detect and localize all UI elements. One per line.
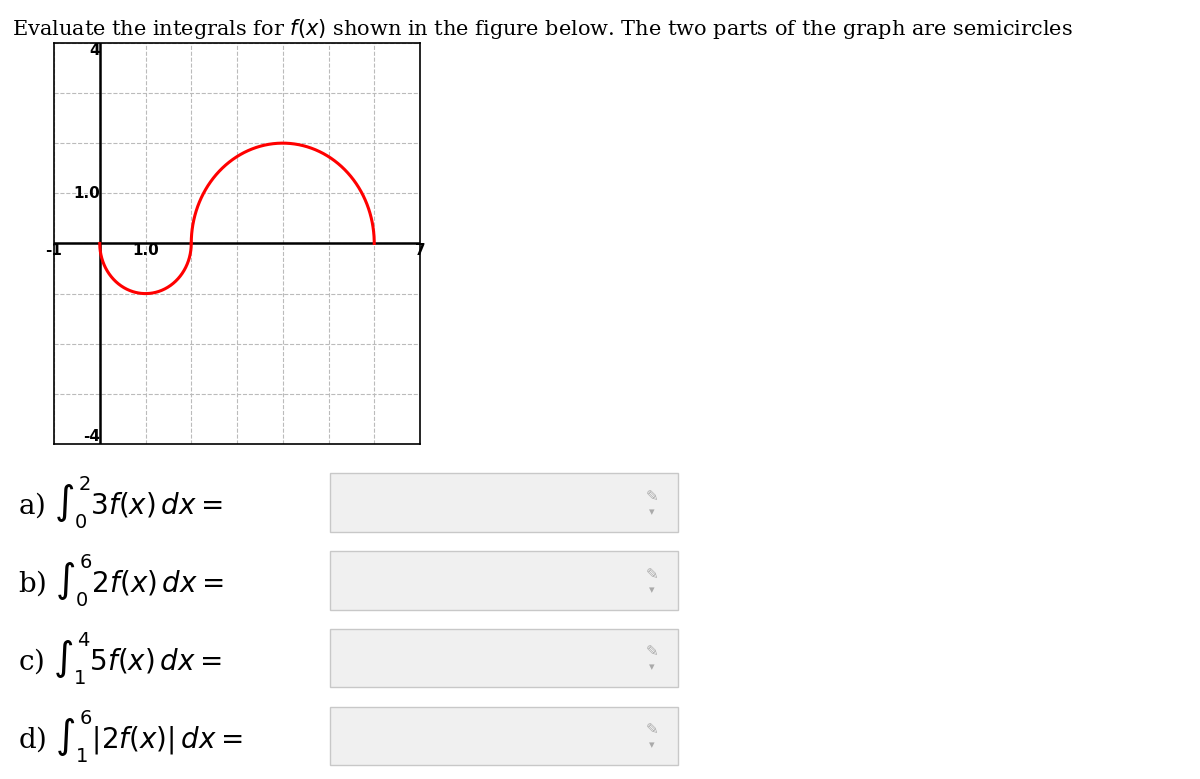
Text: b) $\int_0^6 2f(x)\, dx =$: b) $\int_0^6 2f(x)\, dx =$ — [18, 552, 223, 608]
Text: d) $\int_1^6 | 2f(x) |\, dx =$: d) $\int_1^6 | 2f(x) |\, dx =$ — [18, 708, 242, 764]
Text: ✎: ✎ — [646, 488, 658, 504]
Text: -1: -1 — [46, 243, 62, 259]
Text: ✎: ✎ — [646, 644, 658, 660]
Text: ▾: ▾ — [649, 663, 654, 672]
Text: 4: 4 — [89, 43, 100, 58]
Text: -4: -4 — [83, 429, 100, 444]
Text: ▾: ▾ — [649, 507, 654, 516]
Text: 1.0: 1.0 — [73, 185, 100, 201]
Text: 7: 7 — [415, 243, 425, 259]
Text: a) $\int_0^2 3f(x)\, dx =$: a) $\int_0^2 3f(x)\, dx =$ — [18, 474, 222, 530]
Text: ▾: ▾ — [649, 585, 654, 594]
Text: c) $\int_1^4 5f(x)\, dx =$: c) $\int_1^4 5f(x)\, dx =$ — [18, 630, 222, 686]
Text: ▾: ▾ — [649, 741, 654, 750]
Text: 1.0: 1.0 — [132, 243, 158, 259]
Text: Evaluate the integrals for $f(x)$ shown in the figure below. The two parts of th: Evaluate the integrals for $f(x)$ shown … — [12, 17, 1073, 41]
Text: ✎: ✎ — [646, 566, 658, 582]
Text: ✎: ✎ — [646, 722, 658, 738]
